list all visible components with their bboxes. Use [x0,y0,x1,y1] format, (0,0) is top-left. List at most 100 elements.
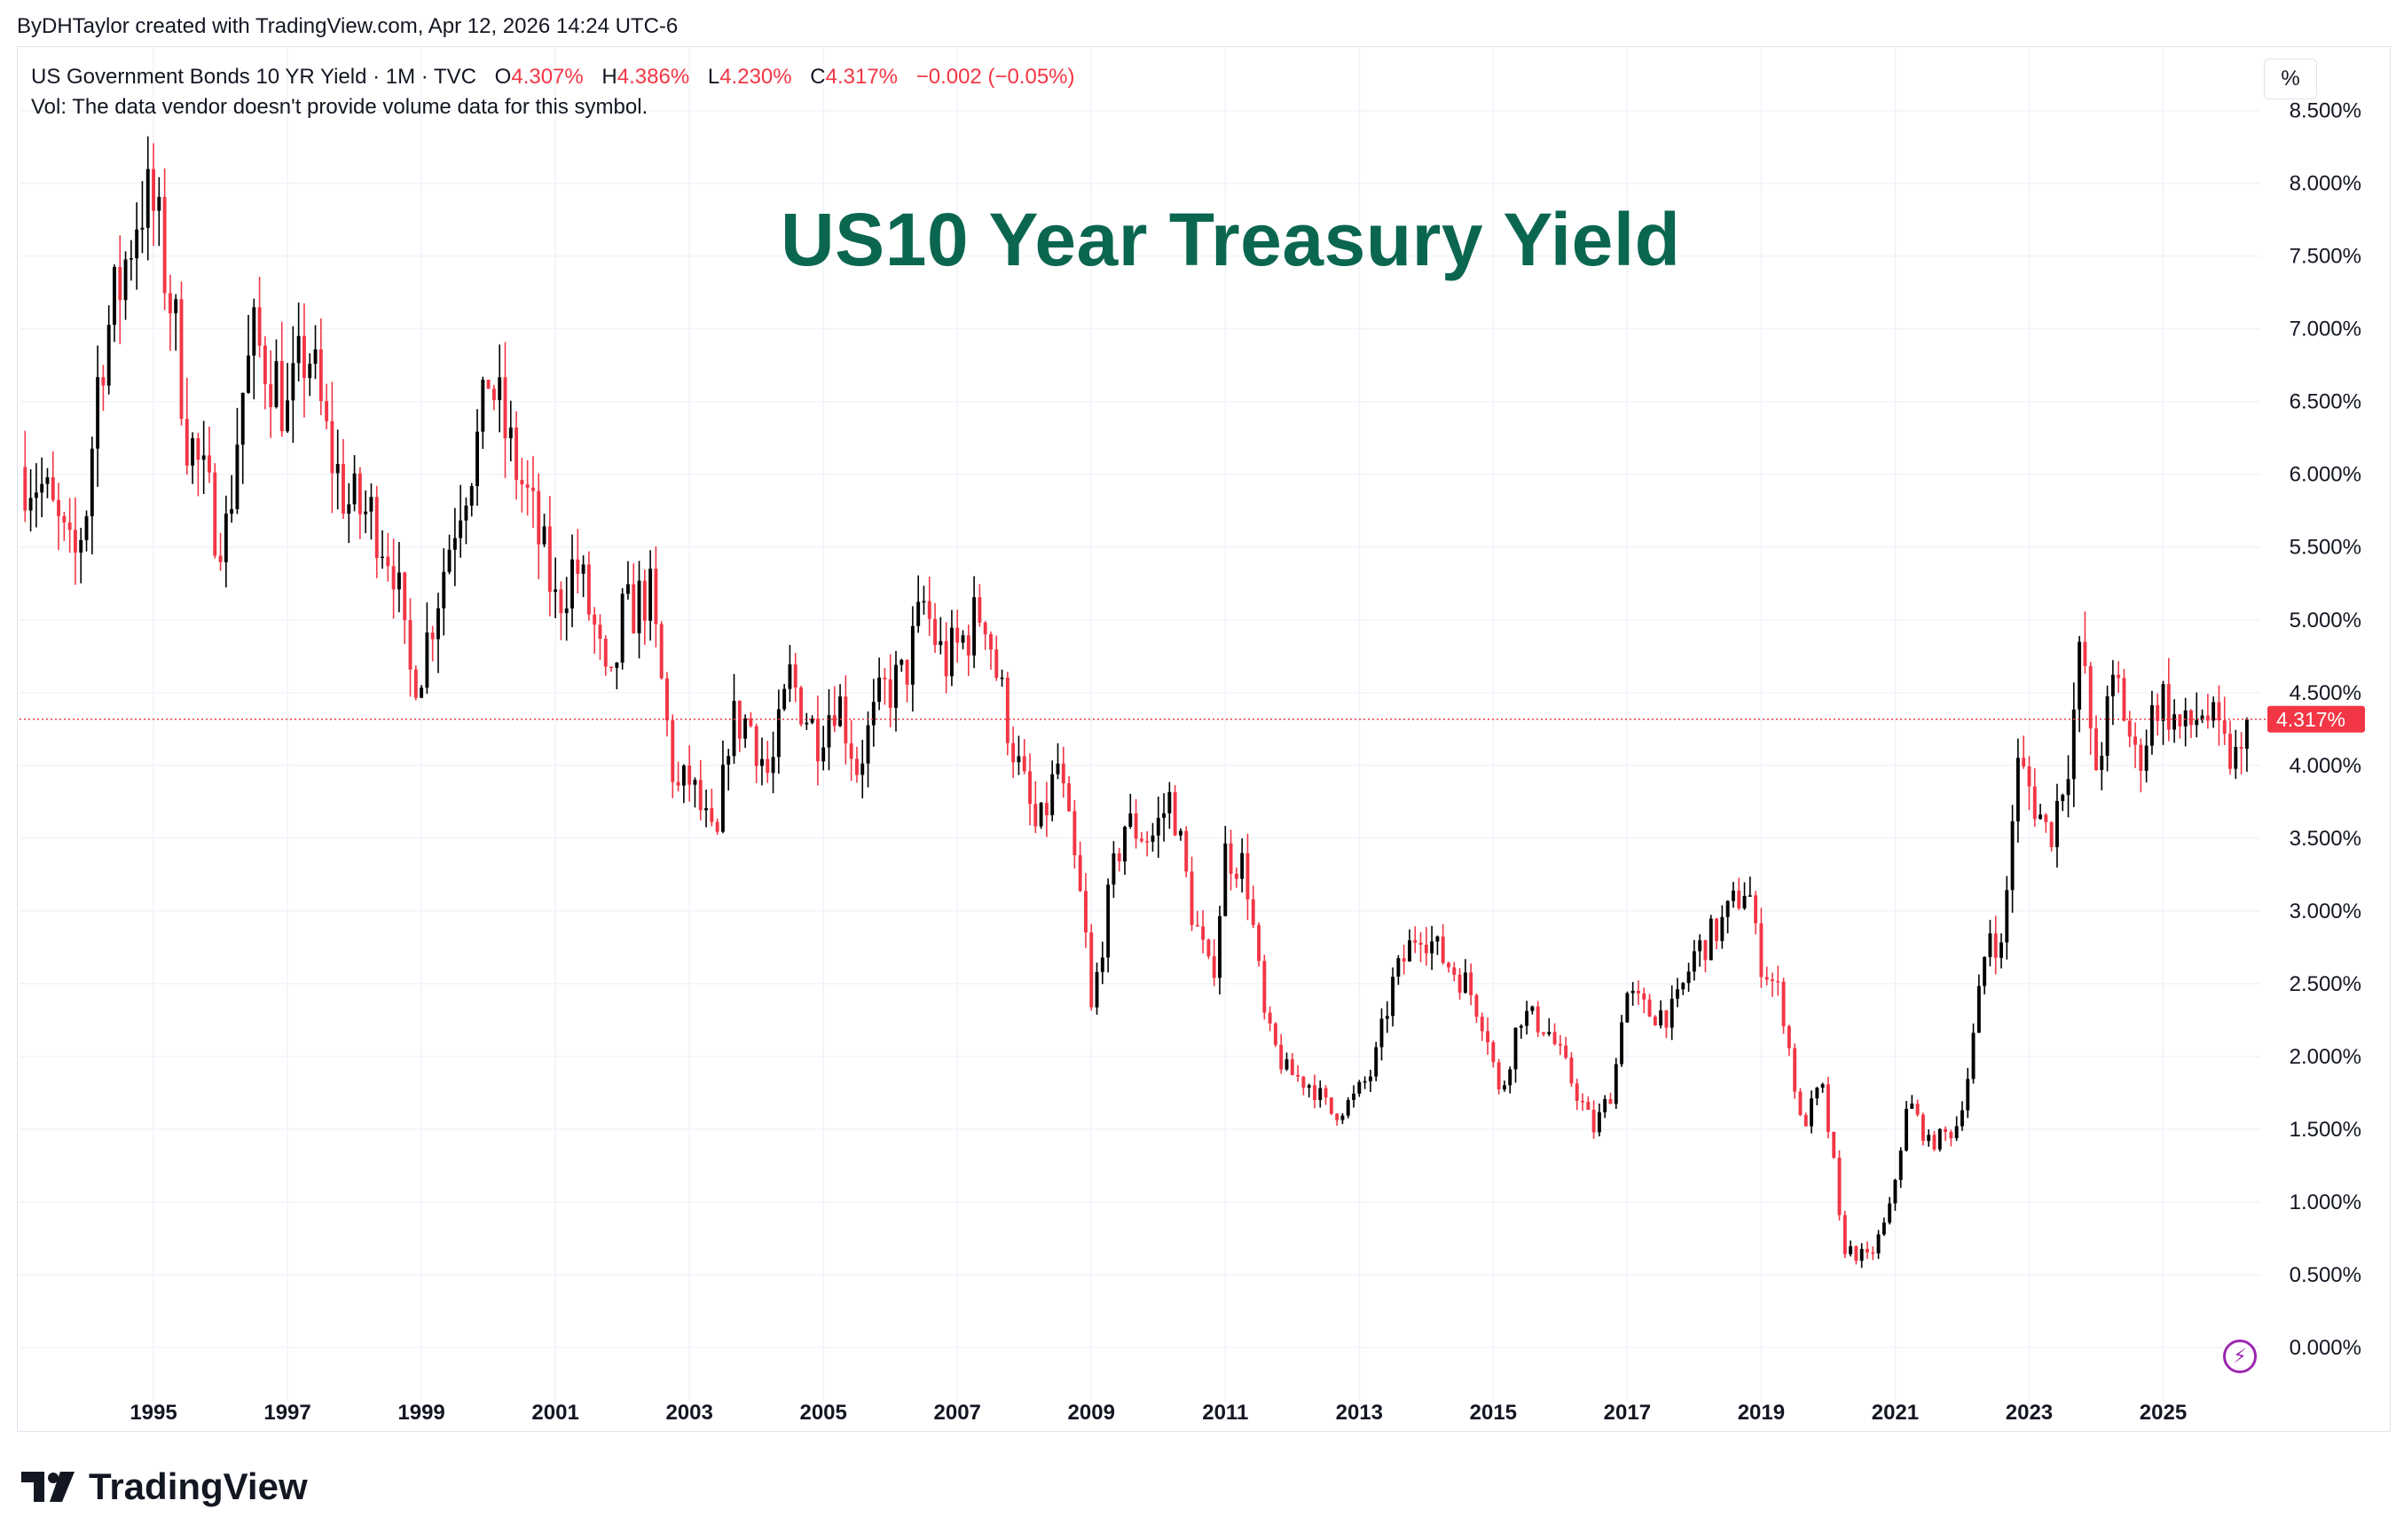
candle-body [386,556,390,567]
percent-scale-button[interactable]: % [2264,59,2317,99]
brand-name: TradingView [89,1465,308,1507]
candle-body [335,463,340,474]
candle-body [883,677,887,680]
candle-body [481,380,485,432]
candle-body [1480,1017,1484,1032]
close-label: C [810,65,826,89]
candle-body [369,497,373,512]
candle-body [118,267,122,301]
candle-body [715,821,719,832]
candle-body [318,349,323,402]
candle-body [1167,791,1172,813]
candle-body [1290,1059,1294,1075]
candle-body [1491,1041,1496,1063]
tradingview-logo[interactable]: TradingView [21,1465,308,1508]
candle-body [910,625,915,685]
candle-body [486,380,491,389]
candle-body [397,572,401,590]
candle-body [1519,1025,1523,1028]
candle-body [1842,1214,1847,1254]
candle-body [1893,1180,1897,1204]
candle-body [1257,924,1261,962]
candle-body [1134,813,1138,839]
candle-body [564,608,569,614]
candle-body [2010,821,2015,891]
legend-ohlc-row: US Government Bonds 10 YR Yield · 1M · T… [31,62,1075,92]
candle-body [1396,958,1401,977]
low-value: 4.230% [719,65,792,89]
candle-body [1960,1110,1964,1127]
candle-body [1787,1025,1791,1049]
candle-body [403,572,407,621]
candle-body [1067,783,1072,812]
candle-body [174,299,178,314]
candle-body [1810,1098,1813,1127]
candle-body [79,539,83,553]
candle-body [263,345,267,385]
last-price-label: 4.317% [2276,708,2345,731]
candle-body [654,568,658,625]
candle-body [1000,677,1004,680]
candle-body [1603,1098,1607,1112]
candle-body [57,499,61,516]
candle-body [1849,1245,1853,1254]
candle-body [581,564,585,574]
candle-body [515,427,519,480]
lightning-icon[interactable]: ⚡ [2223,1340,2257,1373]
y-tick-label: 0.500% [2290,1263,2361,1287]
candle-body [2117,674,2121,679]
candle-body [1011,742,1016,763]
candle-body [754,726,758,766]
candle-body [257,307,262,346]
candle-body [28,498,33,511]
candle-body [67,522,72,530]
x-tick-label: 1995 [130,1401,177,1425]
candle-body [525,484,530,488]
candle-body [2144,745,2149,771]
candle-body [1999,942,2003,958]
candle-body [1324,1088,1328,1098]
candle-body [1888,1203,1892,1223]
candle-body [302,335,306,379]
candle-body [113,267,116,326]
chart-title: US10 Year Treasury Yield [781,198,1681,281]
candle-body [503,377,507,439]
candle-body [1731,891,1735,901]
candle-body [1876,1234,1881,1253]
candle-body [1329,1097,1333,1114]
candle-body [2195,719,2199,726]
candle-body [45,477,50,484]
candle-body [179,299,184,420]
candle-body [1123,827,1127,862]
y-tick-label: 4.500% [2290,681,2361,705]
candle-body [1720,916,1724,941]
candle-body [1513,1027,1518,1070]
symbol-name[interactable]: US Government Bonds 10 YR Yield · 1M · T… [31,65,476,89]
candle-body [1591,1110,1596,1133]
y-tick-label: 1.000% [2290,1190,2361,1214]
candle-body [347,504,351,515]
candle-body [2228,734,2232,769]
candle-body [888,679,892,708]
candle-body [693,780,697,785]
candle-body [720,764,725,832]
candle-body [603,639,608,667]
candle-body [1910,1104,1914,1109]
candle-body [1363,1080,1367,1083]
candle-body [1084,891,1088,933]
candle-body [1803,1114,1808,1127]
candle-body [1781,981,1786,1026]
candle-body [1039,802,1043,827]
candle-body [632,584,636,633]
candle-body [849,742,853,759]
x-tick-label: 1997 [263,1401,310,1425]
candle-body [2027,766,2031,787]
candle-body [1402,958,1406,962]
candle-body [1151,835,1155,842]
candle-body [776,709,781,758]
candle-body [1279,1044,1284,1070]
candle-body [1932,1135,1937,1150]
y-tick-label: 5.500% [2290,536,2361,560]
y-tick-label: 2.000% [2290,1045,2361,1069]
